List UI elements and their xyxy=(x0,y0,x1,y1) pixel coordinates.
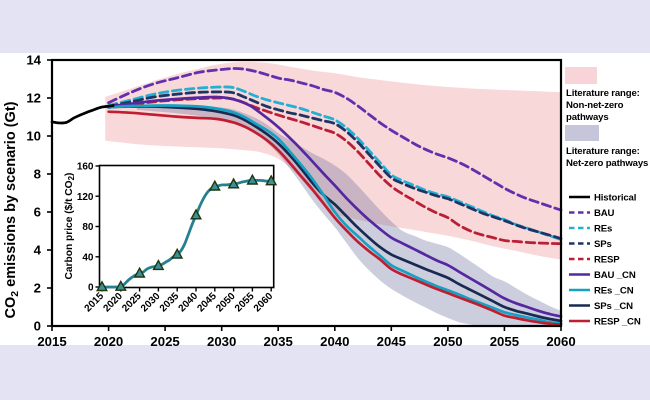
svg-text:BAU _CN: BAU _CN xyxy=(594,270,636,281)
svg-text:0: 0 xyxy=(88,283,94,294)
svg-text:2030: 2030 xyxy=(207,334,236,349)
svg-text:80: 80 xyxy=(82,222,94,233)
svg-text:4: 4 xyxy=(34,243,42,258)
svg-text:2015: 2015 xyxy=(37,334,66,349)
svg-text:8: 8 xyxy=(34,167,41,182)
svg-text:RESP _CN: RESP _CN xyxy=(594,317,641,328)
svg-text:12: 12 xyxy=(26,91,41,106)
svg-text:160: 160 xyxy=(77,162,94,173)
svg-text:REs _CN: REs _CN xyxy=(594,286,634,297)
svg-text:RESP: RESP xyxy=(594,255,620,266)
svg-text:6: 6 xyxy=(34,205,41,220)
svg-text:Non-net-zero: Non-net-zero xyxy=(566,100,624,111)
svg-text:2055: 2055 xyxy=(490,334,519,349)
svg-text:Literature range:: Literature range: xyxy=(566,88,640,99)
svg-text:Historical: Historical xyxy=(594,193,636,204)
svg-text:2035: 2035 xyxy=(264,334,293,349)
svg-text:SPs _CN: SPs _CN xyxy=(594,301,633,312)
svg-text:120: 120 xyxy=(77,192,94,203)
svg-text:Literature range:: Literature range: xyxy=(566,146,640,157)
svg-text:14: 14 xyxy=(26,53,41,68)
svg-text:10: 10 xyxy=(26,129,41,144)
svg-text:0: 0 xyxy=(34,319,41,334)
svg-text:CO2 emissions by scenario (Gt): CO2 emissions by scenario (Gt) xyxy=(3,101,21,318)
svg-text:40: 40 xyxy=(82,252,94,263)
svg-text:2025: 2025 xyxy=(150,334,179,349)
svg-text:2: 2 xyxy=(34,281,41,296)
svg-text:SPs: SPs xyxy=(594,239,612,250)
svg-text:REs: REs xyxy=(594,224,612,235)
svg-text:2040: 2040 xyxy=(320,334,349,349)
svg-text:2020: 2020 xyxy=(94,334,123,349)
svg-text:BAU: BAU xyxy=(594,208,615,219)
svg-text:2045: 2045 xyxy=(377,334,406,349)
svg-text:2060: 2060 xyxy=(546,334,575,349)
svg-text:2050: 2050 xyxy=(433,334,462,349)
svg-text:Carbon price ($/t CO2): Carbon price ($/t CO2) xyxy=(64,173,76,280)
svg-text:Net-zero pathways: Net-zero pathways xyxy=(566,158,648,169)
svg-text:pathways: pathways xyxy=(566,112,609,123)
